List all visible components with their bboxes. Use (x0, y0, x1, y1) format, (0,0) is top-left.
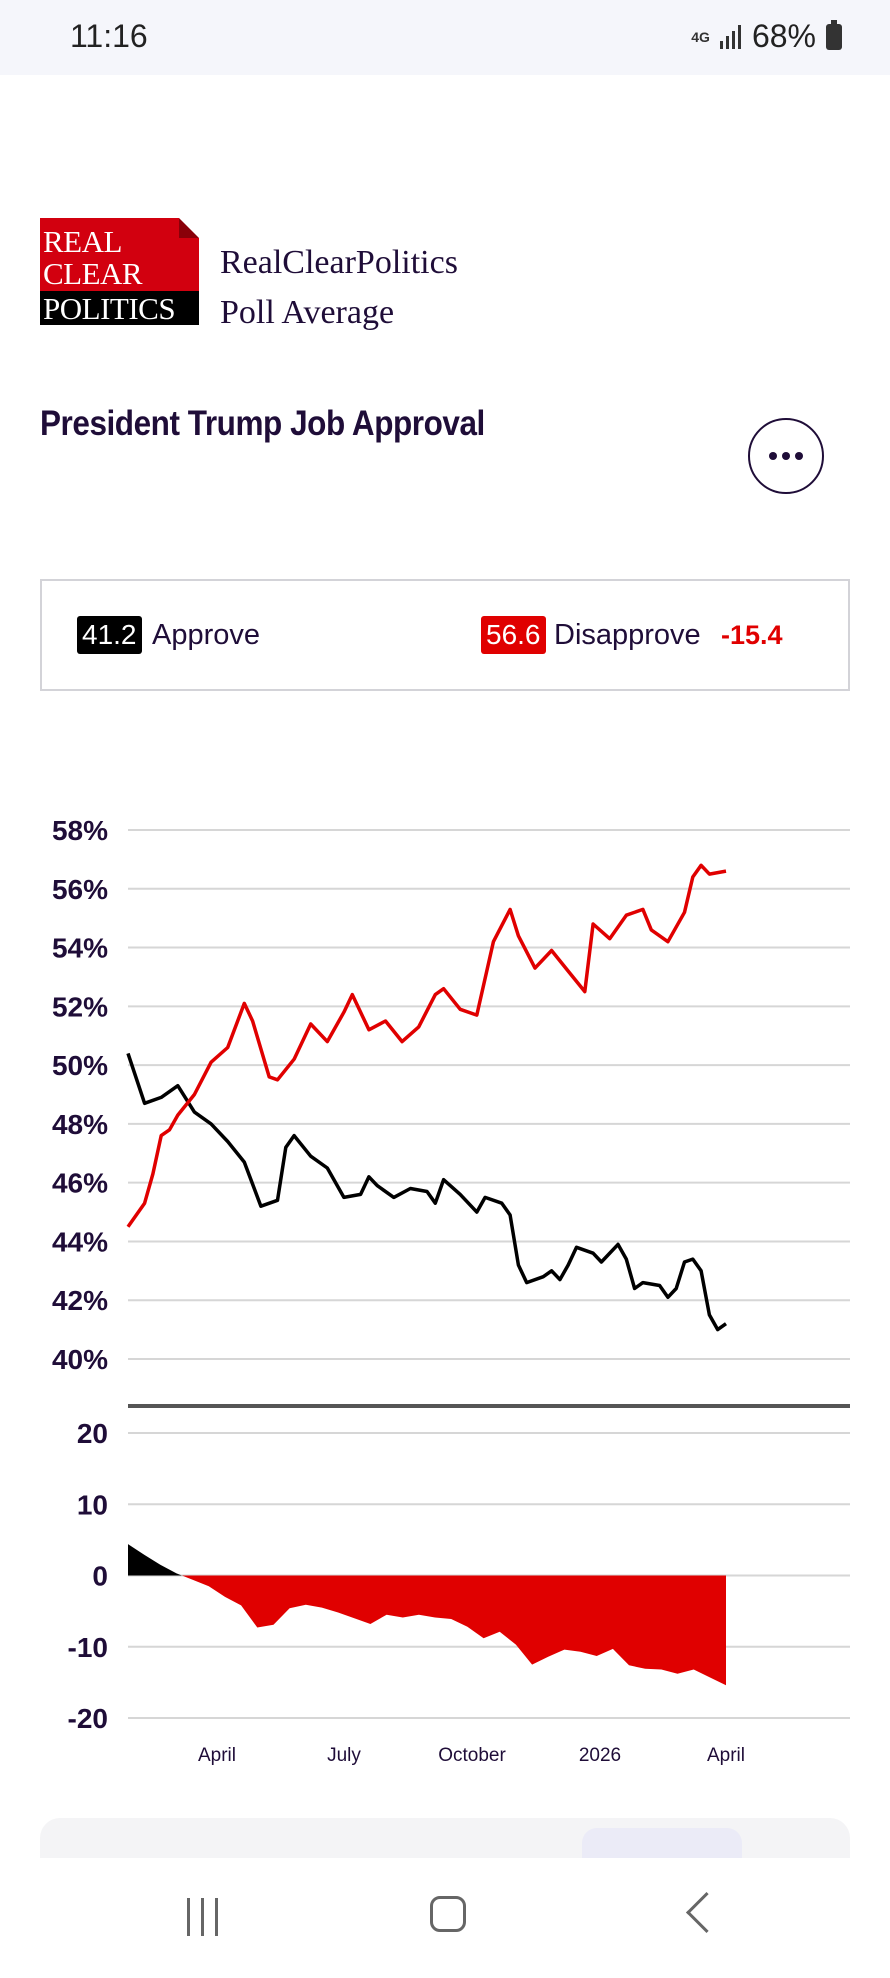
home-button[interactable] (430, 1896, 466, 1932)
x-tick-label: April (198, 1745, 236, 1766)
status-time: 11:16 (70, 18, 148, 54)
logo-line-real: REAL (43, 224, 122, 259)
y-tick-label: 20 (77, 1418, 108, 1449)
y-tick-label: 46% (52, 1168, 108, 1199)
battery-icon (826, 19, 842, 50)
y-tick-label: 44% (52, 1226, 108, 1257)
status-bar: 11:16 4G 68% (0, 0, 890, 75)
y-tick-label: 40% (52, 1344, 108, 1375)
signal-icon (719, 24, 741, 49)
approve-line (126, 1052, 728, 1332)
recent-apps-bar-icon (214, 1898, 218, 1936)
y-tick-label: 54% (52, 933, 108, 964)
more-dot-icon (795, 452, 803, 460)
rcp-logo[interactable]: REAL CLEAR POLITICS (40, 218, 199, 325)
approve-value: 41.2 (77, 616, 142, 654)
y-tick-label: 56% (52, 874, 108, 905)
y-tick-label: 52% (52, 991, 108, 1022)
disapprove-line (126, 863, 727, 1228)
logo-line-clear: CLEAR (43, 256, 143, 291)
y-tick-label: -20 (68, 1703, 108, 1734)
battery-percent: 68% (751, 18, 816, 54)
y-tick-label: 48% (52, 1109, 108, 1140)
x-tick-label: 2026 (579, 1745, 621, 1766)
logo-fold (179, 218, 199, 238)
spread-value: -15.4 (721, 620, 783, 650)
y-tick-label: 10 (77, 1489, 108, 1520)
y-tick-label: 42% (52, 1285, 108, 1316)
approval-chart[interactable]: 58% 56% 54% 52% 50% 48% 46% 44% 42% 40% 20 10 0 -10 -2… (0, 780, 890, 1780)
x-tick-label: April (707, 1745, 745, 1766)
x-tick-label: July (327, 1745, 361, 1766)
more-options-button[interactable] (748, 418, 824, 494)
brand-title: RealClearPolitics Poll Average (220, 238, 458, 338)
spread-negative-area (181, 1575, 726, 1686)
spread-positive-area (128, 1544, 182, 1576)
approval-chart-svg[interactable]: 58% 56% 54% 52% 50% 48% 46% 44% 42% 40% 20 10 0 -10 -2… (0, 780, 890, 1780)
bottom-pill[interactable] (582, 1828, 742, 1858)
x-tick-label: October (438, 1745, 506, 1766)
y-tick-label: 50% (52, 1050, 108, 1081)
logo-line-politics: POLITICS (43, 291, 176, 326)
brand-line-2: Poll Average (220, 294, 395, 331)
brand-line-1: RealClearPolitics (220, 244, 458, 281)
network-icon: 4G (691, 28, 710, 45)
more-dot-icon (782, 452, 790, 460)
page-title: President Trump Job Approval (40, 404, 485, 443)
disapprove-label: Disapprove (554, 619, 701, 651)
disapprove-value: 56.6 (481, 616, 546, 654)
status-indicators: 4G 68% (691, 18, 842, 55)
recent-apps-bar-icon (200, 1898, 204, 1936)
more-dot-icon (769, 452, 777, 460)
recent-apps-bar-icon (186, 1898, 190, 1936)
y-tick-label: 0 (92, 1561, 108, 1592)
poll-summary: 41.2 Approve 56.6 Disapprove -15.4 (40, 579, 850, 691)
logo-black-band (40, 291, 199, 325)
y-tick-label: 58% (52, 815, 108, 846)
recent-apps-button[interactable] (182, 1898, 222, 1938)
approve-label: Approve (152, 619, 261, 651)
system-nav-bar (0, 1858, 890, 1978)
y-tick-label: -10 (68, 1632, 108, 1663)
